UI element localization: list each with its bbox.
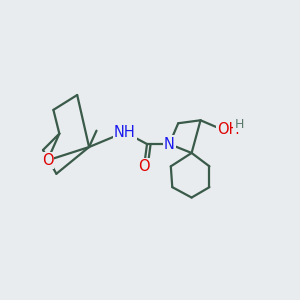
Text: O: O bbox=[138, 159, 150, 174]
Text: OH: OH bbox=[218, 122, 240, 137]
Text: O: O bbox=[42, 153, 53, 168]
Text: N: N bbox=[164, 136, 175, 152]
Text: NH: NH bbox=[114, 125, 136, 140]
Text: H: H bbox=[235, 118, 244, 131]
